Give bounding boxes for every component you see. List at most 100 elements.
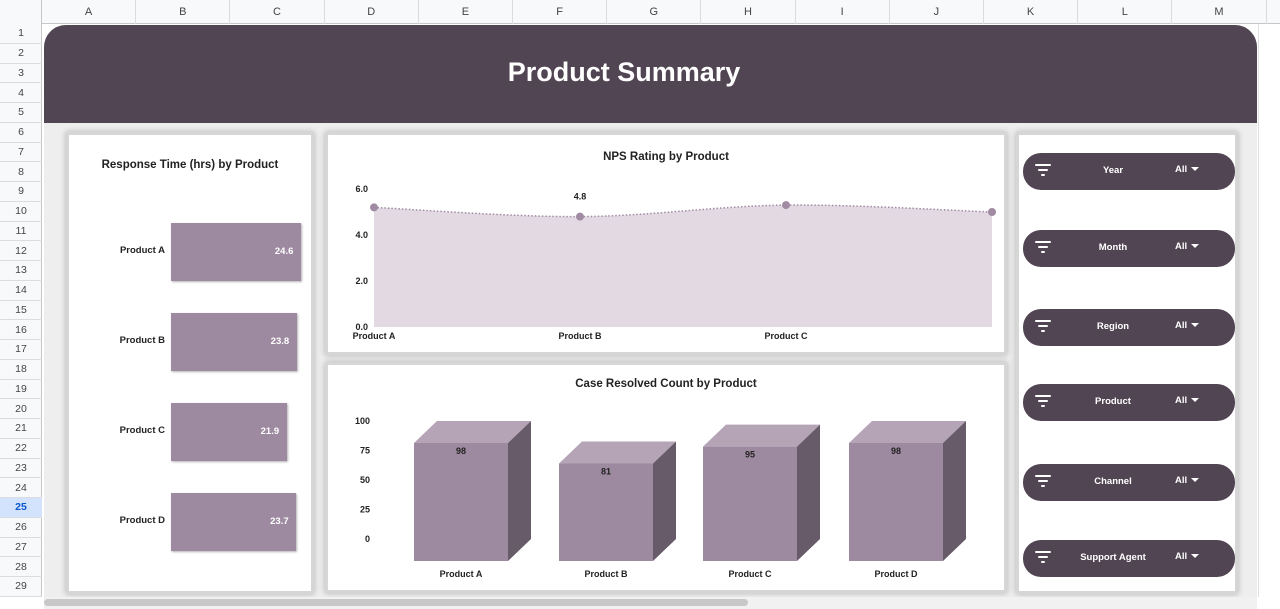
row-header-14[interactable]: 14 [0, 281, 42, 301]
filter-dropdown[interactable]: All [1175, 475, 1200, 486]
row-header-24[interactable]: 24 [0, 478, 42, 498]
bar[interactable] [559, 441, 676, 561]
data-label: 98 [456, 446, 466, 456]
data-label: 23.7 [270, 516, 289, 527]
bar[interactable] [171, 493, 297, 551]
row-header-10[interactable]: 10 [0, 202, 42, 222]
response-time-panel[interactable]: Response Time (hrs) by Product Product A… [66, 132, 314, 594]
data-point[interactable] [782, 201, 790, 210]
column-header-a[interactable]: A [42, 0, 137, 24]
row-header-29[interactable]: 29 [0, 577, 42, 597]
bar[interactable] [703, 424, 820, 561]
column-header-e[interactable]: E [419, 0, 513, 24]
filter-icon [1033, 241, 1053, 255]
row-header-17[interactable]: 17 [0, 340, 42, 360]
data-point[interactable] [576, 212, 584, 221]
nps-area[interactable] [374, 205, 992, 327]
row-header-28[interactable]: 28 [0, 557, 42, 577]
row-header-15[interactable]: 15 [0, 301, 42, 321]
row-header-27[interactable]: 27 [0, 538, 42, 558]
filter-icon [1033, 320, 1053, 334]
filter-icon [1033, 164, 1053, 178]
vertical-scrollbar[interactable] [1258, 24, 1280, 597]
filter-dropdown[interactable]: All [1175, 395, 1200, 406]
row-header-2[interactable]: 2 [0, 44, 42, 64]
bar[interactable] [414, 421, 531, 561]
case-resolved-panel[interactable]: Case Resolved Count by Product 100 75 50 25… [325, 362, 1007, 593]
column-header-f[interactable]: F [513, 0, 608, 24]
row-header-7[interactable]: 7 [0, 143, 42, 163]
row-header-6[interactable]: 6 [0, 123, 42, 143]
row-header-12[interactable]: 12 [0, 241, 42, 261]
dashboard-title: Product Summary [507, 57, 741, 87]
bar[interactable] [171, 223, 301, 281]
y-tick-label: 75 [360, 446, 370, 456]
bar-front-face [414, 443, 508, 561]
filter-value: All [1175, 164, 1188, 175]
filter-region[interactable]: Region All [1023, 309, 1235, 346]
column-header-l[interactable]: L [1078, 0, 1173, 24]
row-header-18[interactable]: 18 [0, 360, 42, 380]
row-header-5[interactable]: 5 [0, 103, 42, 123]
bar[interactable] [171, 313, 297, 371]
filter-product[interactable]: Product All [1023, 384, 1235, 421]
column-header-b[interactable]: B [136, 0, 231, 24]
filter-icon [1033, 551, 1053, 565]
x-tick-label: Product A [353, 331, 396, 341]
chart-title: Response Time (hrs) by Product [101, 159, 279, 171]
row-header-26[interactable]: 26 [0, 518, 42, 538]
horizontal-scroll-thumb[interactable] [44, 599, 748, 606]
row-header-8[interactable]: 8 [0, 162, 42, 182]
filter-support-agent[interactable]: Support Agent All [1023, 540, 1235, 577]
column-header-h[interactable]: H [701, 0, 796, 24]
filter-label: Product [1095, 396, 1131, 407]
y-tick-label: 6.0 [355, 184, 368, 194]
column-header-c[interactable]: C [230, 0, 325, 24]
y-tick-label: 0.0 [355, 322, 368, 332]
row-header-19[interactable]: 19 [0, 380, 42, 400]
filter-label: Support Agent [1080, 552, 1146, 563]
chevron-down-icon [1191, 244, 1200, 249]
row-header-4[interactable]: 4 [0, 83, 42, 103]
row-header-20[interactable]: 20 [0, 399, 42, 419]
bar-top-face [849, 421, 966, 443]
bar[interactable] [171, 403, 287, 461]
row-header-16[interactable]: 16 [0, 320, 42, 340]
filter-channel[interactable]: Channel All [1023, 464, 1235, 501]
row-header-25[interactable]: 25 [0, 498, 42, 518]
nps-chart: 6.0 4.0 2.0 0.0 4.8 Product A Product B Product… [353, 184, 996, 341]
column-header-k[interactable]: K [984, 0, 1079, 24]
data-point[interactable] [988, 208, 996, 216]
bar-front-face [849, 443, 943, 561]
nps-panel[interactable]: NPS Rating by Product 6.0 4.0 2.0 0.0 4.8 Pro… [325, 132, 1007, 355]
column-header-d[interactable]: D [325, 0, 419, 24]
column-header-g[interactable]: G [607, 0, 702, 24]
select-all-corner[interactable] [0, 0, 42, 24]
x-tick-label: Product A [440, 569, 483, 579]
bar-top-face [559, 441, 676, 464]
category-label: Product C [119, 425, 165, 436]
filter-value: All [1175, 320, 1188, 331]
row-header-23[interactable]: 23 [0, 459, 42, 479]
row-header-21[interactable]: 21 [0, 419, 42, 439]
data-point[interactable] [370, 203, 378, 212]
filter-dropdown[interactable]: All [1175, 164, 1200, 175]
column-header-j[interactable]: J [890, 0, 984, 24]
filter-month[interactable]: Month All [1023, 230, 1235, 267]
row-header-1[interactable]: 1 [0, 24, 42, 44]
filter-dropdown[interactable]: All [1175, 551, 1200, 562]
row-header-9[interactable]: 9 [0, 182, 42, 202]
filter-dropdown[interactable]: All [1175, 241, 1200, 252]
row-header-13[interactable]: 13 [0, 261, 42, 281]
y-tick-label: 100 [355, 416, 370, 426]
row-header-11[interactable]: 11 [0, 222, 42, 242]
filter-dropdown[interactable]: All [1175, 320, 1200, 331]
row-header-3[interactable]: 3 [0, 64, 42, 84]
column-header-i[interactable]: I [796, 0, 890, 24]
row-header-22[interactable]: 22 [0, 439, 42, 459]
bar[interactable] [849, 421, 966, 561]
filter-year[interactable]: Year All [1023, 153, 1235, 190]
filter-label: Month [1098, 242, 1128, 253]
column-header-m[interactable]: M [1172, 0, 1267, 24]
